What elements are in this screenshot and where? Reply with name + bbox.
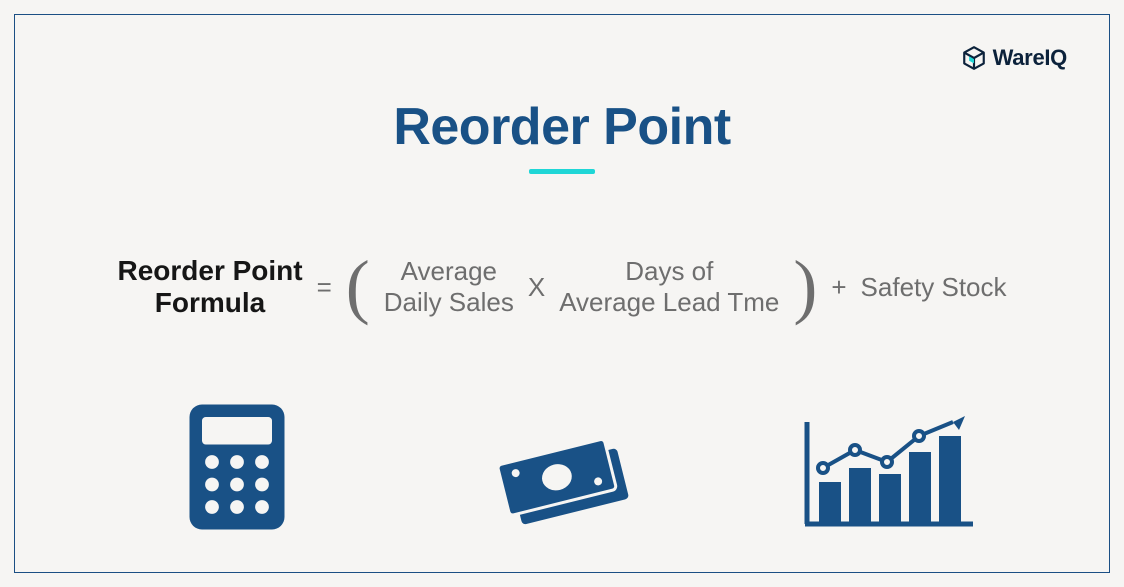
frame: WareIQ Reorder Point Reorder Point Formu… bbox=[14, 14, 1110, 573]
term-lead-time: Days of Average Lead Tme bbox=[559, 256, 779, 318]
open-paren: ( bbox=[346, 258, 370, 316]
brand-logo: WareIQ bbox=[961, 45, 1067, 71]
icon-row bbox=[15, 402, 1109, 532]
formula-row: Reorder Point Formula = ( Average Daily … bbox=[75, 255, 1049, 319]
cash-icon bbox=[482, 422, 642, 532]
term-avg-daily-sales: Average Daily Sales bbox=[384, 256, 514, 318]
multiply-sign: X bbox=[528, 272, 545, 303]
growth-chart-icon bbox=[797, 412, 977, 532]
chart-slot bbox=[787, 412, 987, 532]
cash-slot bbox=[462, 422, 662, 532]
wareiq-logo-icon bbox=[961, 45, 987, 71]
close-paren: ) bbox=[793, 258, 817, 316]
term-safety-stock: Safety Stock bbox=[861, 272, 1007, 303]
plus-sign: + bbox=[831, 272, 846, 303]
term1-line1: Average bbox=[384, 256, 514, 287]
title-underline bbox=[529, 169, 595, 174]
lhs-line2: Formula bbox=[117, 287, 302, 319]
term1-line2: Daily Sales bbox=[384, 287, 514, 318]
lhs-line1: Reorder Point bbox=[117, 255, 302, 287]
calculator-slot bbox=[137, 402, 337, 532]
term2-line1: Days of bbox=[559, 256, 779, 287]
term2-line2: Average Lead Tme bbox=[559, 287, 779, 318]
page-title: Reorder Point bbox=[15, 97, 1109, 157]
calculator-icon bbox=[187, 402, 287, 532]
equals-sign: = bbox=[317, 272, 332, 303]
brand-name: WareIQ bbox=[993, 45, 1067, 71]
formula-lhs: Reorder Point Formula bbox=[117, 255, 302, 319]
